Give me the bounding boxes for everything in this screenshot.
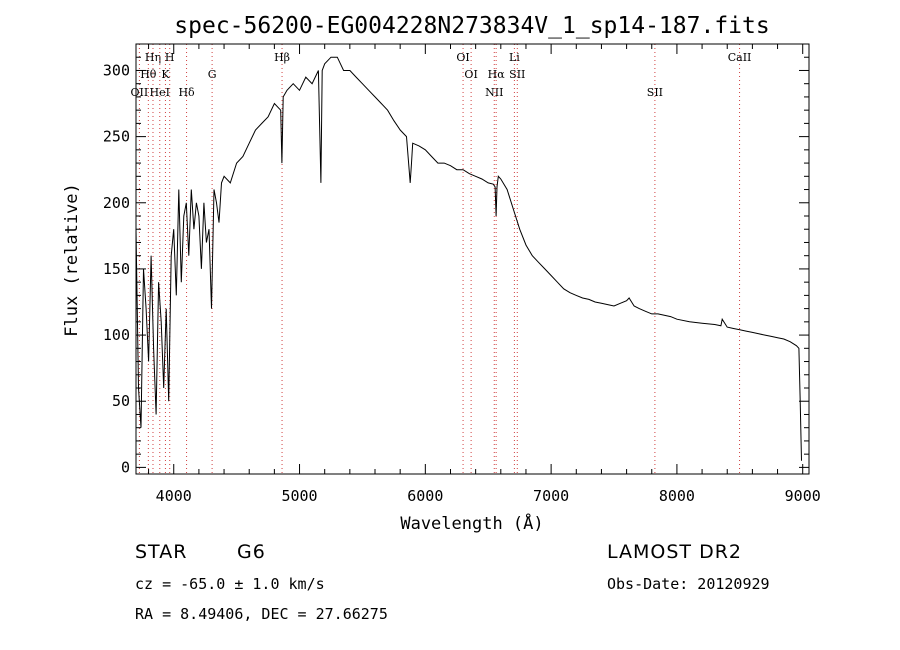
- marker-label: H: [165, 51, 175, 64]
- spectrum-line: [135, 56, 802, 461]
- y-tick-label: 300: [103, 61, 130, 79]
- y-axis-label: Flux (relative): [62, 183, 82, 337]
- marker-label: CaII: [728, 51, 752, 64]
- coordinates: RA = 8.49406, DEC = 27.66275: [135, 605, 388, 623]
- marker-label: Li: [509, 51, 520, 64]
- plot-frame: [135, 43, 810, 475]
- x-tick-label: 8000: [659, 487, 695, 505]
- marker-label: Hβ: [274, 51, 290, 64]
- marker-label: Hθ: [140, 68, 157, 81]
- y-tick-label: 50: [112, 392, 130, 410]
- marker-label: OII: [131, 86, 149, 99]
- marker-label: OI: [464, 68, 477, 81]
- redshift-value: cz = -65.0 ± 1.0 km/s: [135, 575, 325, 593]
- y-tick-label: 200: [103, 194, 130, 212]
- marker-label: HeI: [150, 86, 170, 99]
- observation-date: Obs-Date: 20120929: [607, 575, 770, 593]
- x-axis: 4000 5000 6000 7000 8000 9000: [148, 44, 821, 505]
- marker-label: Hα: [488, 68, 506, 81]
- y-axis: 0 50 100 150 200 250 300: [103, 56, 809, 476]
- marker-label: Hη: [145, 51, 161, 64]
- x-axis-label: Wavelength (Å): [400, 512, 543, 534]
- marker-label: SII: [509, 68, 525, 81]
- object-class: STAR: [135, 541, 188, 563]
- survey-name: LAMOST DR2: [607, 541, 742, 563]
- y-tick-label: 100: [103, 326, 130, 344]
- marker-label: K: [161, 68, 170, 81]
- object-subclass: G6: [237, 541, 266, 563]
- y-tick-label: 0: [121, 458, 130, 476]
- y-tick-label: 250: [103, 128, 130, 146]
- x-tick-label: 9000: [785, 487, 821, 505]
- marker-label: Hδ: [178, 86, 195, 99]
- chart-title: spec-56200-EG004228N273834V_1_sp14-187.f…: [174, 13, 769, 39]
- x-tick-label: 5000: [281, 487, 317, 505]
- marker-label: OI: [456, 51, 469, 64]
- marker-label: NII: [485, 86, 503, 99]
- x-tick-label: 6000: [407, 487, 443, 505]
- spectrum-series: [135, 56, 802, 461]
- x-tick-label: 4000: [156, 487, 192, 505]
- marker-label: SII: [647, 86, 663, 99]
- marker-label: G: [208, 68, 217, 81]
- x-tick-label: 7000: [533, 487, 569, 505]
- y-tick-label: 150: [103, 260, 130, 278]
